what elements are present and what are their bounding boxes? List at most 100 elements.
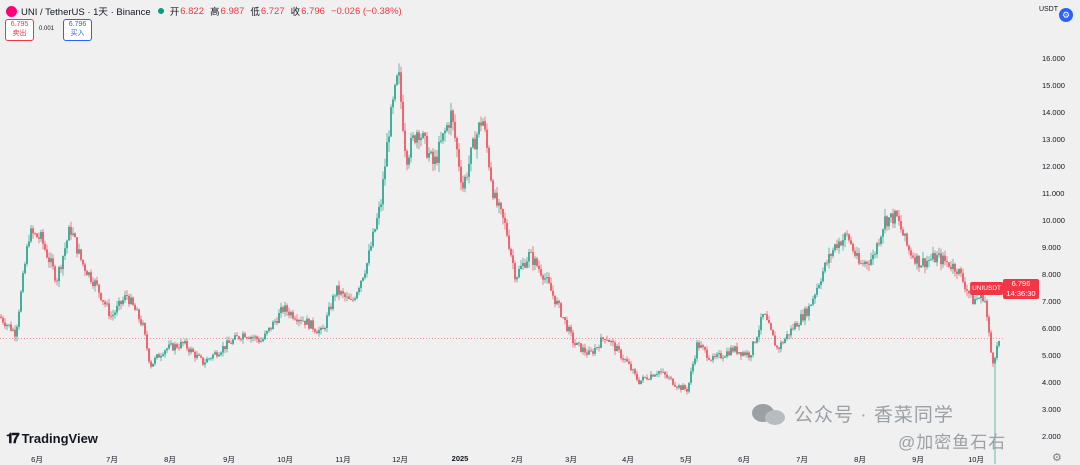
- sell-button[interactable]: 6.795 卖出: [5, 19, 34, 41]
- candle-body: [696, 342, 698, 359]
- candle-body: [556, 300, 558, 305]
- candle-body: [376, 218, 378, 230]
- candle-body: [522, 262, 524, 266]
- candle-body: [402, 101, 404, 131]
- candle-body: [936, 254, 938, 263]
- candle-body: [250, 336, 252, 339]
- candle-body: [940, 253, 942, 265]
- candle-body: [274, 321, 276, 322]
- candle-body: [908, 245, 910, 251]
- candle-body: [320, 327, 322, 331]
- candle-body: [288, 311, 290, 316]
- candle-body: [992, 352, 994, 364]
- candle-body: [48, 257, 50, 263]
- candle-body: [732, 347, 734, 352]
- candle-body: [154, 357, 156, 364]
- candle-body: [844, 233, 846, 241]
- candle-body: [204, 362, 206, 365]
- candle-body: [834, 244, 836, 251]
- candle-body: [658, 371, 660, 374]
- open-label: 开: [169, 7, 180, 18]
- candle-body: [704, 347, 706, 350]
- candle-body: [982, 293, 984, 302]
- candle-body: [486, 129, 488, 148]
- candle-countdown: 14:36:30: [1006, 289, 1036, 298]
- candle-body: [926, 260, 928, 268]
- candle-body: [90, 272, 92, 282]
- candle-body: [36, 233, 38, 238]
- candle-body: [298, 320, 300, 322]
- symbol-title[interactable]: UNI / TetherUS · 1天 · Binance: [21, 7, 151, 18]
- candle-body: [10, 324, 12, 331]
- candle-body: [800, 314, 802, 326]
- candle-body: [246, 337, 248, 339]
- candle-body: [858, 253, 860, 264]
- candle-body: [416, 132, 418, 143]
- candle-body: [336, 285, 338, 296]
- candle-body: [910, 250, 912, 256]
- candle-body: [824, 262, 826, 272]
- candle-body: [942, 255, 944, 265]
- candle-body: [234, 335, 236, 340]
- open-value: 6.822: [180, 5, 205, 17]
- candle-body: [920, 265, 922, 268]
- candle-body: [120, 300, 122, 305]
- candle-body: [700, 345, 702, 348]
- candle-body: [150, 361, 152, 367]
- candle-body: [68, 226, 70, 241]
- candle-body: [988, 316, 990, 333]
- x-tick-label: 10月: [968, 455, 984, 464]
- candle-body: [814, 294, 816, 299]
- chart-settings-button[interactable]: ⚙: [1059, 8, 1073, 22]
- candle-body: [108, 303, 110, 316]
- candle-body: [526, 261, 528, 268]
- candle-body: [316, 331, 318, 334]
- candle-body: [448, 125, 450, 128]
- x-tick-label: 7月: [106, 455, 118, 464]
- candle-body: [938, 253, 940, 255]
- candle-body: [122, 300, 124, 305]
- candle-body: [672, 378, 674, 385]
- candle-body: [76, 237, 78, 254]
- candle-body: [464, 176, 466, 189]
- candle-body: [348, 296, 350, 300]
- candle-body: [266, 330, 268, 334]
- tradingview-logo[interactable]: 𝟏𝟕 TradingView: [6, 430, 98, 447]
- candle-body: [960, 268, 962, 274]
- candle-body: [890, 213, 892, 218]
- y-tick-label: 5.000: [1042, 351, 1061, 360]
- candle-body: [420, 137, 422, 141]
- symbol-tag: UNIUSDT: [970, 282, 1003, 295]
- x-tick-label: 11月: [335, 455, 351, 464]
- candle-body: [500, 202, 502, 210]
- candle-body: [878, 243, 880, 245]
- candle-body: [140, 319, 142, 325]
- candle-body: [400, 72, 402, 102]
- candle-body: [138, 309, 140, 320]
- candle-body: [86, 270, 88, 276]
- candle-body: [56, 280, 58, 282]
- candle-body: [750, 355, 752, 358]
- candle-body: [430, 151, 432, 154]
- candle-body: [724, 356, 726, 358]
- candle-body: [244, 333, 246, 338]
- candle-body: [148, 348, 150, 362]
- candle-body: [256, 336, 258, 340]
- candle-body: [790, 328, 792, 336]
- candle-body: [70, 226, 72, 235]
- candle-body: [330, 306, 332, 309]
- candle-body: [80, 249, 82, 260]
- candle-body: [136, 309, 138, 311]
- candle-body: [534, 258, 536, 266]
- candle-body: [780, 342, 782, 349]
- candle-body: [688, 382, 690, 392]
- buy-button[interactable]: 6.796 买入: [63, 19, 92, 41]
- candle-body: [112, 314, 114, 317]
- candle-body: [20, 291, 22, 312]
- candle-body: [208, 358, 210, 360]
- candle-body: [54, 266, 56, 281]
- candle-body: [220, 352, 222, 355]
- candle-body: [554, 295, 556, 305]
- axis-settings-icon[interactable]: ⚙: [1052, 452, 1062, 464]
